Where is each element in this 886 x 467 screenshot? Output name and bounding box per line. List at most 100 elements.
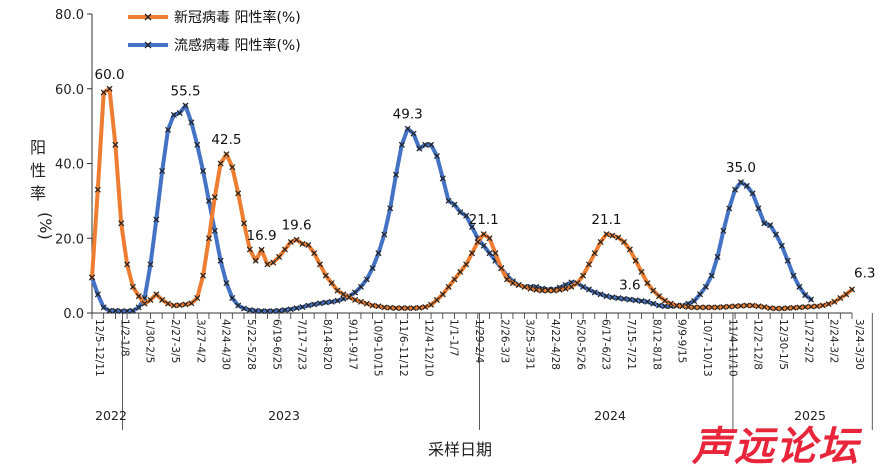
data-point (767, 222, 774, 229)
x-tick-label: 11/6-11/12 (397, 319, 409, 377)
data-point (451, 276, 458, 283)
data-point (194, 295, 201, 302)
data-point (696, 304, 704, 311)
data-point (591, 289, 598, 296)
data-point (486, 235, 493, 242)
data-point (451, 201, 458, 208)
data-point (369, 265, 376, 272)
data-point (357, 283, 364, 290)
x-tick-label: 1/2-1/8 (118, 319, 130, 357)
x-tick-label: 12/2-12/8 (752, 319, 764, 370)
data-point (299, 240, 306, 247)
data-point (626, 246, 633, 253)
data-point (650, 287, 657, 294)
data-point (574, 280, 581, 287)
data-point (357, 298, 364, 305)
data-point (106, 307, 113, 314)
x-tick-label: 1/27-2/2 (802, 319, 814, 363)
data-point (176, 110, 183, 117)
data-point (106, 85, 113, 92)
data-point (235, 302, 242, 309)
data-point (164, 300, 172, 307)
data-point (626, 296, 633, 303)
data-point (591, 250, 598, 257)
data-point (708, 272, 715, 279)
data-point (428, 301, 435, 308)
data-label: 35.0 (726, 160, 756, 176)
x-tick-label: 12/5-12/11 (93, 319, 105, 377)
y-tick-label: 0.0 (63, 307, 84, 322)
data-point (135, 304, 142, 311)
data-point (813, 303, 820, 310)
data-point (264, 308, 271, 315)
data-point (784, 305, 791, 312)
data-point (352, 296, 359, 303)
data-point (217, 257, 224, 264)
data-point (200, 272, 207, 279)
x-tick-label: 7/17-7/23 (296, 319, 308, 370)
data-point (346, 294, 353, 301)
y-axis-title: 阳 性 率 (%) (30, 138, 55, 240)
x-tick-label: 3/25-3/31 (524, 319, 536, 370)
data-point (369, 302, 376, 309)
data-point (129, 307, 136, 314)
data-point (398, 141, 405, 148)
data-point (293, 305, 300, 312)
data-point (293, 236, 300, 243)
data-point (147, 261, 154, 268)
x-axis: 12/5-12/11 1/2-1/8 1/30-2/5 2/27-3/5 3/27-4/… (91, 312, 873, 430)
data-point (609, 294, 616, 301)
data-point (118, 308, 125, 315)
y-axis-title-char-1: 阳 (30, 138, 46, 157)
data-point (240, 305, 248, 312)
series-markers-0 (88, 85, 856, 312)
data-point (620, 238, 628, 246)
data-point (696, 291, 704, 298)
data-point (381, 231, 388, 238)
year-label: 2023 (268, 408, 300, 423)
data-point (527, 285, 534, 292)
data-point (316, 261, 324, 268)
data-point (457, 209, 464, 216)
data-point (463, 212, 470, 219)
data-point (539, 287, 546, 294)
data-point (808, 296, 815, 303)
data-point (737, 302, 744, 309)
x-tick-label: 6/17-6/23 (600, 319, 612, 370)
data-point (796, 304, 803, 311)
watermark-logo: 声远论坛 (691, 424, 863, 467)
data-point (474, 238, 481, 246)
data-point (246, 246, 253, 253)
data-point (311, 301, 318, 308)
data-point (211, 194, 218, 201)
data-point (281, 246, 288, 253)
data-point (837, 295, 844, 302)
data-label: 55.5 (171, 84, 201, 100)
x-axis-title: 采样日期 (428, 440, 492, 459)
x-tick-label: 8/14-8/20 (321, 319, 333, 370)
data-point (416, 145, 423, 152)
x-tick-label: 3/24-3/30 (853, 319, 865, 370)
data-point (498, 265, 505, 272)
y-tick-label: 20.0 (55, 232, 84, 247)
data-point (486, 250, 493, 257)
data-point (205, 197, 212, 204)
data-point (287, 306, 294, 313)
data-point (328, 280, 335, 287)
data-point (580, 283, 587, 290)
data-point (761, 220, 768, 227)
data-point (468, 224, 476, 231)
data-point (223, 151, 230, 158)
data-point (270, 259, 277, 266)
data-point (843, 291, 850, 298)
data-point (281, 306, 288, 314)
data-point (217, 160, 224, 167)
data-point (100, 89, 107, 96)
data-point (375, 250, 382, 257)
x-tick-label: 12/4-12/10 (422, 319, 434, 377)
data-point (743, 182, 750, 189)
data-point (392, 171, 400, 178)
data-point (141, 300, 148, 307)
x-tick-label: 2/26-3/3 (498, 319, 510, 363)
data-point (644, 298, 651, 305)
